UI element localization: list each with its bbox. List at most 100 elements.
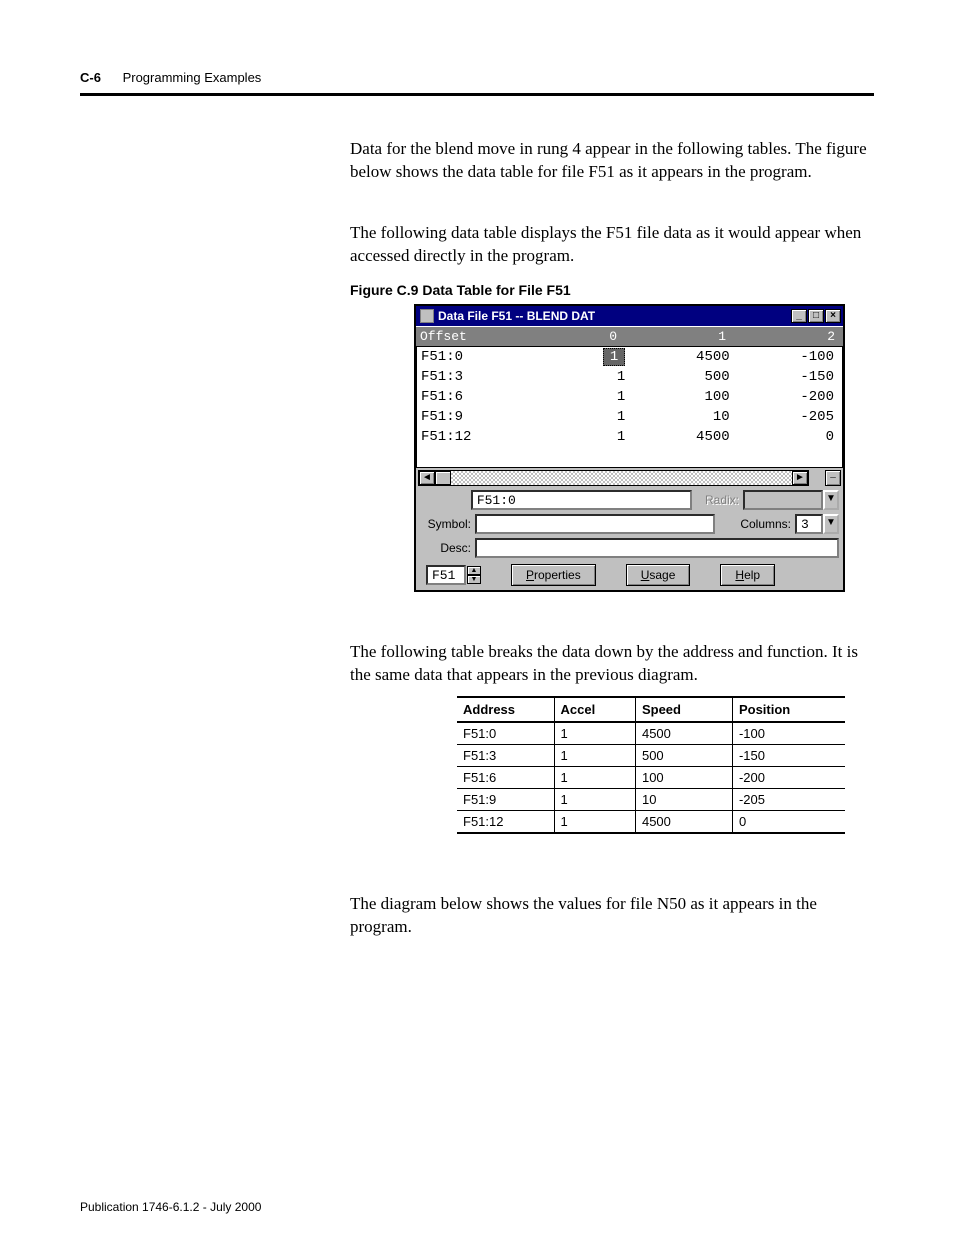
radix-value	[743, 490, 823, 510]
chevron-down-icon[interactable]: ▼	[823, 514, 839, 534]
symbol-row: Symbol: Columns: 3 ▼	[416, 512, 843, 536]
file-spinner-value: F51	[426, 565, 466, 585]
cell-value: -100	[730, 349, 834, 365]
table-row[interactable]: F51:31500-150	[417, 367, 842, 387]
table-cell: 0	[732, 811, 845, 834]
maximize-button[interactable]: □	[808, 309, 824, 323]
paragraph-2: The following data table displays the F5…	[350, 222, 880, 268]
radix-combo[interactable]: ▼	[743, 490, 839, 510]
cell-value: 1	[521, 429, 625, 445]
table-row[interactable]: F51:9110-205	[417, 407, 842, 427]
spinner-down-icon[interactable]: ▼	[467, 575, 481, 584]
table-cell: F51:3	[457, 745, 554, 767]
table-row: F51:12145000	[457, 811, 845, 834]
symbol-label: Symbol:	[420, 517, 475, 531]
table-cell: 10	[635, 789, 732, 811]
scroll-left-icon[interactable]: ◄	[419, 471, 435, 485]
section-title: Programming Examples	[123, 70, 262, 85]
radix-label: Radix:	[692, 493, 743, 507]
page-number: C-6	[80, 70, 101, 85]
table-cell: 1	[554, 767, 635, 789]
paragraph-3: The following table breaks the data down…	[350, 641, 880, 687]
table-row: F51:61100-200	[457, 767, 845, 789]
table-cell: 1	[554, 722, 635, 745]
address-input[interactable]: F51:0	[471, 490, 692, 510]
desc-row: Desc:	[416, 536, 843, 560]
page-header: C-6 Programming Examples	[80, 70, 874, 96]
properties-button[interactable]: Properties	[511, 564, 596, 586]
address-label	[420, 493, 471, 507]
cell-value: -150	[730, 369, 834, 385]
address-row: F51:0 Radix: ▼	[416, 488, 843, 512]
window-title: Data File F51 -- BLEND DAT	[438, 309, 791, 323]
cell-offset: F51:6	[421, 389, 521, 405]
table-cell: 100	[635, 767, 732, 789]
cell-value: 4500	[625, 349, 729, 365]
symbol-input[interactable]	[475, 514, 715, 534]
cell-value: 10	[625, 409, 729, 425]
table-cell: F51:6	[457, 767, 554, 789]
col-2: 2	[734, 327, 843, 346]
usage-button[interactable]: Usage	[626, 564, 691, 586]
table-row[interactable]: F51:12145000	[417, 427, 842, 447]
cell-value: 1	[521, 349, 625, 365]
cell-offset: F51:12	[421, 429, 521, 445]
table-cell: 1	[554, 789, 635, 811]
table-cell: -200	[732, 767, 845, 789]
table-header-cell: Speed	[635, 697, 732, 722]
desc-input[interactable]	[475, 538, 839, 558]
table-cell: 500	[635, 745, 732, 767]
cell-value: -200	[730, 389, 834, 405]
table-cell: 1	[554, 745, 635, 767]
table-row[interactable]: F51:61100-200	[417, 387, 842, 407]
titlebar[interactable]: Data File F51 -- BLEND DAT _ □ ×	[416, 306, 843, 326]
table-header-cell: Position	[732, 697, 845, 722]
cell-offset: F51:3	[421, 369, 521, 385]
table-row: F51:31500-150	[457, 745, 845, 767]
table-cell: -205	[732, 789, 845, 811]
data-breakdown-table: AddressAccelSpeedPosition F51:014500-100…	[457, 696, 845, 834]
cell-offset: F51:9	[421, 409, 521, 425]
table-cell: 4500	[635, 811, 732, 834]
selected-cell[interactable]: 1	[603, 348, 625, 366]
window-icon	[420, 309, 434, 323]
scroll-thumb[interactable]	[435, 471, 451, 485]
h-scrollbar[interactable]: ◄ ►	[418, 470, 809, 486]
cell-offset: F51:0	[421, 349, 521, 365]
column-header-row: Offset 0 1 2	[416, 326, 843, 347]
spinner-up-icon[interactable]: ▲	[467, 566, 481, 575]
table-row: F51:014500-100	[457, 722, 845, 745]
close-button[interactable]: ×	[825, 309, 841, 323]
col-1: 1	[625, 327, 734, 346]
columns-label: Columns:	[740, 517, 795, 531]
table-row[interactable]: F51:0 14500-100	[417, 347, 842, 367]
col-offset: Offset	[416, 327, 516, 346]
table-row: F51:9110-205	[457, 789, 845, 811]
table-header-cell: Address	[457, 697, 554, 722]
desc-label: Desc:	[420, 541, 475, 555]
figure-caption: Figure C.9 Data Table for File F51	[350, 282, 571, 298]
table-header-cell: Accel	[554, 697, 635, 722]
help-button[interactable]: Help	[720, 564, 775, 586]
cell-value: 500	[625, 369, 729, 385]
table-cell: -100	[732, 722, 845, 745]
cell-value: 1	[521, 389, 625, 405]
table-cell: F51:0	[457, 722, 554, 745]
cell-value: 1	[521, 369, 625, 385]
table-cell: 1	[554, 811, 635, 834]
publication-footer: Publication 1746-6.1.2 - July 2000	[80, 1200, 261, 1214]
col-0: 0	[516, 327, 625, 346]
minimize-button[interactable]: _	[791, 309, 807, 323]
paragraph-4: The diagram below shows the values for f…	[350, 893, 880, 939]
scroll-corner: –	[825, 470, 841, 486]
columns-combo[interactable]: 3 ▼	[795, 514, 839, 534]
scroll-right-icon[interactable]: ►	[792, 471, 808, 485]
table-header-row: AddressAccelSpeedPosition	[457, 697, 845, 722]
columns-value: 3	[795, 514, 823, 534]
cell-value: 100	[625, 389, 729, 405]
table-cell: -150	[732, 745, 845, 767]
table-cell: F51:12	[457, 811, 554, 834]
data-file-window: Data File F51 -- BLEND DAT _ □ × Offset …	[414, 304, 845, 592]
chevron-down-icon[interactable]: ▼	[823, 490, 839, 510]
file-spinner[interactable]: F51 ▲ ▼	[426, 565, 481, 585]
